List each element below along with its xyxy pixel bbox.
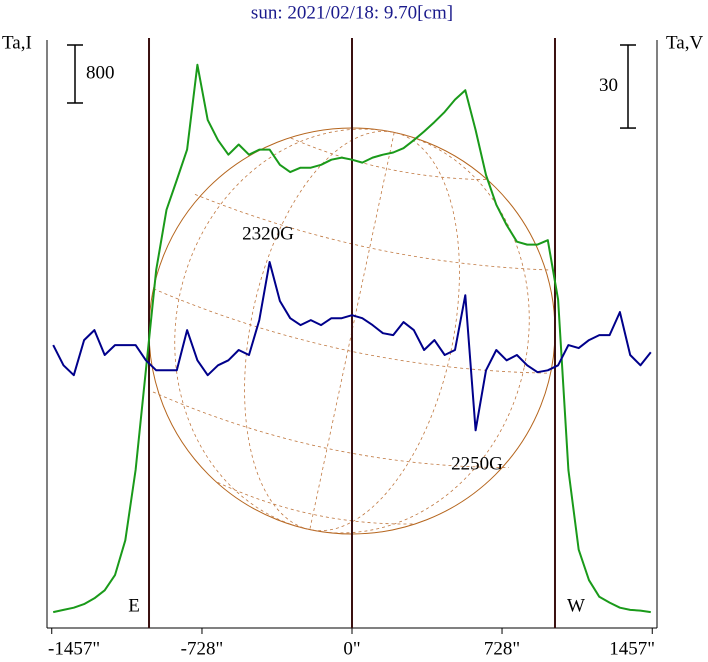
annotation: 2320G	[242, 223, 294, 244]
x-tick-label: 0"	[343, 638, 360, 659]
parallel	[194, 193, 552, 271]
parallel	[152, 391, 510, 469]
annotation: 2250G	[451, 453, 503, 474]
scale-bar-label: 800	[86, 62, 115, 83]
y2-axis-label: Ta,V	[666, 32, 703, 53]
annotation: E	[128, 595, 140, 616]
x-tick-label: 728"	[484, 638, 520, 659]
x-tick-label: -1457"	[48, 638, 100, 659]
meridian	[174, 128, 530, 534]
data-line	[52, 63, 651, 614]
x-tick-label: 1457"	[609, 638, 655, 659]
data-line	[52, 261, 652, 432]
y-axis-label: Ta,I	[2, 32, 32, 53]
x-tick-label: -728"	[181, 638, 224, 659]
parallel	[290, 137, 487, 181]
meridian	[309, 132, 395, 530]
chart-title: sun: 2021/02/18: 9.70[cm]	[251, 2, 453, 23]
scale-bar-label: 30	[599, 75, 618, 96]
annotation: W	[567, 595, 585, 616]
parallel	[153, 288, 551, 374]
parallel	[217, 482, 414, 525]
